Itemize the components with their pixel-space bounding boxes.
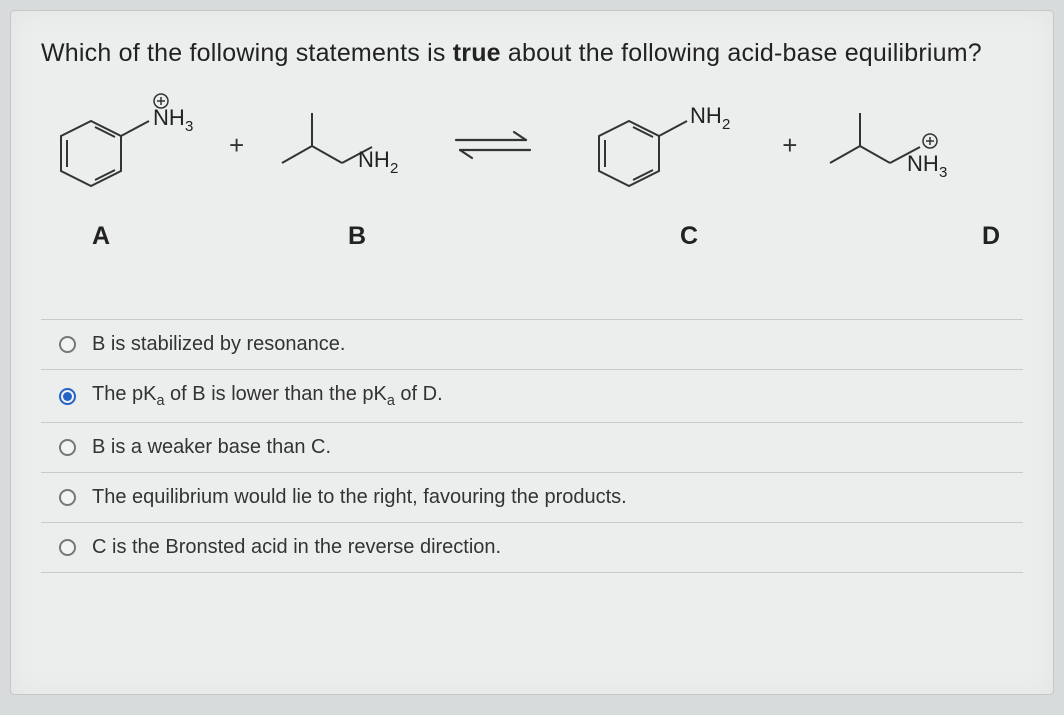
equilibrium-arrows [412, 120, 574, 175]
radio-icon [59, 539, 76, 556]
label-C: C [657, 222, 721, 251]
species-B: NH 2 [262, 91, 412, 211]
opt-weaker-base[interactable]: B is a weaker base than C. [41, 422, 1023, 472]
question-prefix: Which of the following statements is [41, 39, 453, 67]
species-A: NH 3 [51, 91, 211, 211]
question-suffix: about the following acid-base equilibriu… [501, 39, 982, 67]
opt-bronsted[interactable]: C is the Bronsted acid in the reverse di… [41, 522, 1023, 573]
options-list: B is stabilized by resonance. The pKa of … [41, 319, 1023, 573]
question-card: Which of the following statements is tru… [10, 10, 1054, 695]
question-text: Which of the following statements is tru… [41, 39, 1023, 68]
svg-text:NH: NH [690, 103, 722, 128]
radio-icon [59, 336, 76, 353]
svg-text:2: 2 [390, 160, 398, 177]
question-emph: true [453, 39, 501, 67]
label-B: B [325, 222, 389, 251]
radio-icon [59, 439, 76, 456]
option-text: The pKa of B is lower than the pKa of D. [92, 383, 443, 409]
svg-text:NH: NH [907, 151, 939, 176]
species-D: NH 3 [815, 91, 965, 211]
species-C: NH 2 [574, 91, 764, 211]
radio-icon [59, 388, 76, 405]
svg-text:2: 2 [722, 116, 730, 133]
opt-pka[interactable]: The pKa of B is lower than the pKa of D. [41, 369, 1023, 422]
option-text: B is stabilized by resonance. [92, 333, 345, 356]
plus-2: + [764, 130, 815, 161]
species-labels: A B C D [41, 222, 1023, 251]
radio-icon [59, 489, 76, 506]
option-text: C is the Bronsted acid in the reverse di… [92, 536, 501, 559]
equilibrium-diagram: NH 3 + NH 2 [41, 86, 1023, 216]
svg-text:3: 3 [185, 118, 193, 135]
svg-text:NH: NH [358, 147, 390, 172]
label-D: D [959, 222, 1023, 251]
svg-text:NH: NH [153, 105, 185, 130]
option-text: B is a weaker base than C. [92, 436, 331, 459]
option-text: The equilibrium would lie to the right, … [92, 486, 627, 509]
label-A: A [69, 222, 133, 251]
opt-resonance[interactable]: B is stabilized by resonance. [41, 319, 1023, 369]
opt-equilibrium[interactable]: The equilibrium would lie to the right, … [41, 472, 1023, 522]
svg-text:3: 3 [939, 164, 947, 181]
plus-1: + [211, 130, 262, 161]
